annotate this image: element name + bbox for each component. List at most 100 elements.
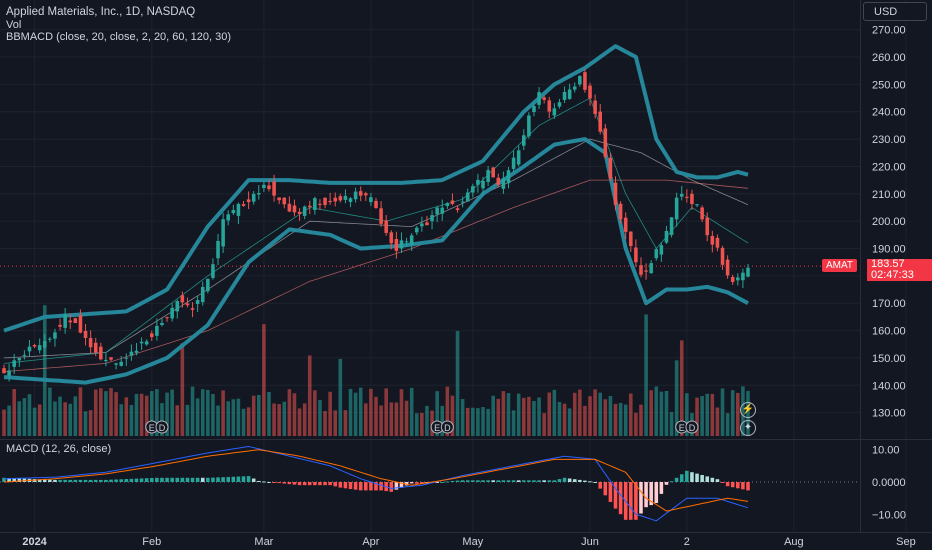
candle-body bbox=[353, 191, 358, 200]
candle-body bbox=[730, 276, 735, 282]
macd-histogram-bar bbox=[119, 479, 123, 482]
candle-body bbox=[491, 167, 495, 178]
macd-histogram-bar bbox=[649, 482, 653, 506]
volume-bar bbox=[720, 388, 725, 436]
macd-histogram-bar bbox=[710, 477, 715, 482]
macd-histogram-bar bbox=[48, 479, 52, 482]
candle-body bbox=[22, 354, 27, 356]
candle-body bbox=[318, 203, 322, 205]
volume-bar bbox=[328, 391, 332, 436]
macd-histogram-bar bbox=[17, 478, 22, 482]
candle-body bbox=[394, 238, 399, 251]
earnings-marker bbox=[440, 420, 454, 434]
candle-body bbox=[180, 295, 185, 303]
macd-histogram-bar bbox=[99, 479, 103, 482]
macd-legend: MACD (12, 26, close) bbox=[6, 443, 112, 455]
volume-bar bbox=[496, 398, 501, 436]
candle-body bbox=[175, 301, 180, 312]
macd-histogram-bar bbox=[634, 482, 638, 520]
volume-bar bbox=[2, 409, 6, 436]
volume-bar bbox=[124, 397, 129, 436]
macd-histogram-bar bbox=[42, 479, 47, 482]
macd-histogram-bar bbox=[465, 480, 470, 482]
volume-bar bbox=[516, 393, 521, 436]
candle-body bbox=[48, 338, 52, 340]
candle-body bbox=[216, 240, 220, 259]
candle-body bbox=[165, 317, 169, 319]
volume-bar bbox=[170, 389, 174, 436]
volume-bar bbox=[634, 412, 638, 436]
volume-bar bbox=[318, 400, 322, 436]
candle-body bbox=[445, 203, 450, 206]
macd-tick-label: 10.00 bbox=[872, 445, 900, 457]
lightning-icon[interactable]: ⚡ bbox=[740, 402, 756, 418]
macd-histogram-bar bbox=[124, 479, 129, 482]
volume-bar bbox=[364, 403, 368, 436]
candle-body bbox=[119, 361, 123, 366]
price-tick-label: 240.00 bbox=[872, 107, 906, 119]
candle-body bbox=[695, 204, 699, 206]
volume-bar bbox=[129, 404, 134, 436]
candle-body bbox=[537, 92, 541, 105]
macd-histogram-bar bbox=[53, 479, 57, 482]
volume-bar bbox=[88, 410, 93, 436]
macd-histogram-bar bbox=[481, 480, 485, 482]
volume-bar bbox=[114, 392, 118, 436]
volume-bar bbox=[578, 389, 582, 436]
volume-bar bbox=[445, 386, 450, 436]
macd-histogram-bar bbox=[88, 479, 93, 482]
currency-button[interactable]: USD bbox=[863, 2, 927, 21]
volume-bar bbox=[7, 405, 11, 436]
symbol-tag: AMAT bbox=[822, 259, 858, 272]
macd-tick-label: 0.0000 bbox=[872, 477, 906, 489]
volume-bar bbox=[58, 396, 62, 436]
candle-body bbox=[139, 341, 144, 344]
volume-bar bbox=[104, 391, 108, 436]
candle-body bbox=[27, 346, 32, 352]
candle-body bbox=[206, 278, 210, 292]
macd-histogram-bar bbox=[659, 482, 664, 494]
macd-histogram-bar bbox=[333, 482, 338, 487]
bollinger-bands bbox=[3, 44, 749, 385]
volume-bar bbox=[32, 407, 37, 436]
sparkle-icon[interactable]: ✦ bbox=[740, 420, 756, 436]
macd-histogram-bar bbox=[644, 482, 648, 508]
volume-bar bbox=[639, 404, 643, 436]
candle-body bbox=[649, 263, 653, 274]
volume-bar bbox=[404, 400, 409, 436]
macd-histogram-bar bbox=[537, 480, 541, 482]
candle-body bbox=[486, 170, 490, 182]
volume-bar bbox=[277, 404, 281, 436]
macd-histogram-bar bbox=[690, 472, 694, 482]
candle-body bbox=[409, 235, 414, 245]
macd-histogram-bar bbox=[491, 480, 495, 482]
macd-histogram-bar bbox=[450, 480, 455, 482]
candle-body bbox=[374, 200, 378, 208]
macd-histogram-bar bbox=[307, 482, 312, 486]
macd-histogram-bar bbox=[455, 480, 460, 482]
volume-bars bbox=[2, 305, 750, 436]
volume-bar bbox=[521, 397, 526, 436]
candle-body bbox=[211, 264, 215, 278]
volume-bar bbox=[542, 413, 546, 436]
macd-histogram-bar bbox=[532, 480, 536, 482]
macd-histogram-bar bbox=[282, 482, 287, 484]
candle-body bbox=[506, 170, 511, 184]
macd-histogram-bar bbox=[287, 482, 292, 485]
volume-bar bbox=[705, 393, 710, 436]
candle-body bbox=[430, 215, 434, 222]
candle-body bbox=[160, 322, 164, 325]
macd-histogram-bar bbox=[705, 476, 710, 482]
candle-body bbox=[32, 345, 37, 347]
macd-histogram-bar bbox=[715, 479, 720, 482]
candle-body bbox=[501, 178, 506, 189]
earnings-marker-label: E bbox=[434, 423, 440, 433]
volume-bar bbox=[389, 402, 394, 436]
candle-body bbox=[195, 300, 200, 304]
candle-body bbox=[664, 230, 669, 243]
candle-body bbox=[78, 315, 83, 333]
macd-histogram-bar bbox=[679, 474, 684, 482]
volume-bar bbox=[613, 403, 618, 436]
volume-bar bbox=[22, 398, 27, 436]
